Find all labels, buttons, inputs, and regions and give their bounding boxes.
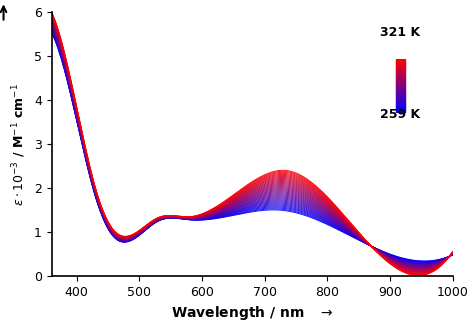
Text: 259 K: 259 K [381,108,420,121]
X-axis label: Wavelength / nm   $\rightarrow$: Wavelength / nm $\rightarrow$ [171,304,334,322]
Y-axis label: $\varepsilon\cdot10^{-3}$ / M$^{-1}$ cm$^{-1}$: $\varepsilon\cdot10^{-3}$ / M$^{-1}$ cm$… [11,83,28,206]
Text: 321 K: 321 K [381,26,420,39]
